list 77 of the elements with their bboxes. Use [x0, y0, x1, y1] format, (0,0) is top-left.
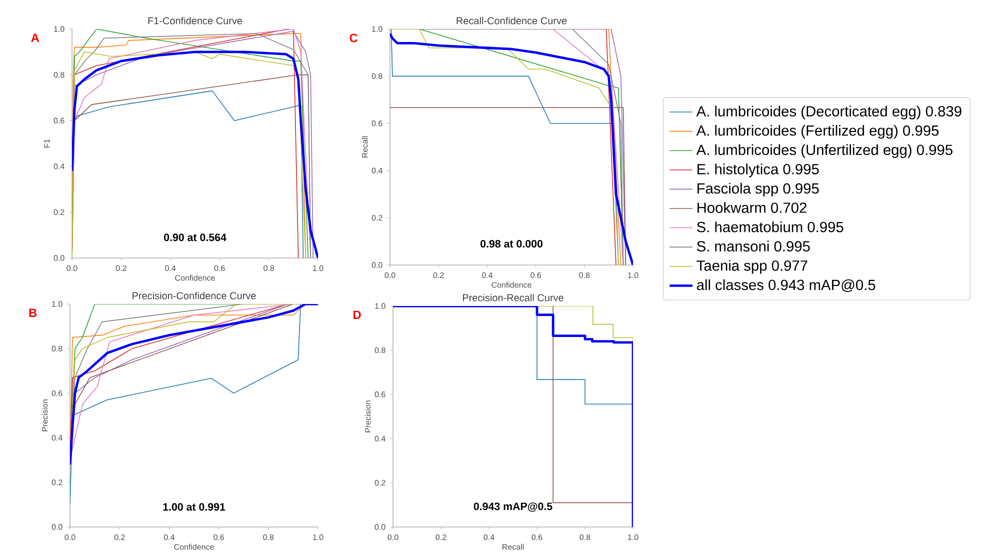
y-axis-title: Precision [364, 400, 371, 432]
y-axis-title: Recall [362, 136, 368, 158]
x-axis-title: Confidence [174, 544, 214, 550]
x-tick-label: 0.0 [388, 534, 398, 540]
annotation: 0.98 at 0.000 [480, 240, 542, 248]
text: B [29, 308, 37, 317]
legend-label: S. haematobium 0.995 [696, 221, 844, 232]
y-tick-label: 0.4 [372, 168, 382, 174]
x-tick-label: 0.8 [579, 272, 590, 278]
y-tick-label: 0.0 [54, 255, 64, 261]
legend-label: A. lumbricoides (Fertilized egg) 0.995 [696, 124, 939, 139]
chart-title: Recall-Confidence Curve [456, 16, 567, 24]
y-tick-label: 0.0 [52, 524, 62, 530]
x-tick-label: 0.2 [433, 272, 444, 278]
y-tick-label: 0.6 [372, 120, 382, 126]
y-tick-label: 0.8 [52, 346, 62, 352]
y-tick-label: 0.8 [372, 73, 382, 79]
y-tick-label: 0.4 [52, 434, 62, 441]
annotation: 0.943 mAP@0.5 [474, 502, 552, 512]
legend-label: E. histolytica 0.995 [698, 164, 819, 178]
x-tick-label: 0.6 [214, 534, 224, 540]
text: D [353, 310, 361, 319]
y-tick-label: 1.0 [372, 26, 382, 32]
x-tick-label: 0.6 [532, 534, 542, 540]
annotation: 0.90 at 0.564 [164, 234, 226, 242]
y-tick-label: 0.2 [52, 479, 62, 486]
y-tick-label: 0.2 [374, 480, 386, 486]
y-axis-title: F1 [44, 139, 50, 148]
legend-label: S. mansoni 0.995 [696, 240, 810, 252]
x-tick-label: 0.0 [64, 534, 76, 540]
y-tick-label: 0.2 [372, 214, 382, 221]
y-tick-label: 1.0 [52, 301, 62, 307]
x-tick-label: 0.8 [264, 265, 274, 271]
y-tick-label: 0.6 [52, 390, 62, 396]
x-axis-title: Recall [502, 544, 524, 550]
y-tick-label: 0.8 [374, 347, 386, 353]
y-tick-label: 0.2 [54, 209, 64, 215]
x-tick-label: 0.0 [66, 265, 78, 271]
x-tick-label: 1.0 [628, 272, 638, 278]
y-tick-label: 0.0 [374, 524, 386, 530]
chart-title: Precision-Confidence Curve [132, 292, 256, 300]
y-axis-title: Precision [42, 399, 48, 432]
x-tick-label: 0.2 [116, 265, 126, 271]
y-tick-label: 0.4 [374, 436, 386, 442]
x-tick-label: 1.0 [313, 265, 324, 271]
text: A [31, 34, 40, 42]
annotation: 1.00 at 0.991 [163, 503, 226, 511]
chart-title: Precision-Recall Curve [462, 294, 564, 302]
text: C [350, 34, 358, 42]
legend-label: A. lumbricoides (Decorticated egg) 0.839 [696, 106, 962, 120]
legend-label: Hookwarm 0.702 [698, 202, 806, 213]
x-axis-title: Confidence [492, 282, 532, 288]
x-tick-label: 1.0 [628, 534, 638, 540]
legend-label: Taenia spp 0.977 [696, 260, 808, 274]
x-tick-label: 0.2 [114, 534, 125, 540]
y-tick-label: 0.6 [54, 118, 64, 124]
x-tick-label: 1.0 [313, 534, 324, 540]
x-tick-label: 0.6 [214, 265, 225, 271]
x-tick-label: 0.6 [530, 272, 542, 278]
x-tick-label: 0.8 [580, 534, 590, 540]
x-tick-label: 0.4 [165, 265, 176, 271]
chart-title: F1-Confidence Curve [148, 16, 242, 24]
legend-label: all classes 0.943 mAP@0.5 [696, 279, 876, 292]
x-tick-label: 0.4 [484, 534, 494, 540]
y-tick-label: 0.8 [54, 72, 64, 78]
y-tick-label: 0.4 [54, 163, 64, 170]
y-tick-label: 1.0 [54, 26, 64, 32]
legend-label: Fasciola spp 0.995 [698, 182, 819, 196]
y-tick-label: 0.6 [374, 391, 386, 398]
x-tick-label: 0.4 [482, 272, 493, 278]
x-tick-label: 0.0 [384, 272, 396, 278]
x-axis-title: Confidence [175, 274, 215, 281]
x-tick-label: 0.4 [164, 534, 175, 540]
y-tick-label: 1.0 [375, 303, 386, 309]
x-tick-label: 0.8 [263, 534, 274, 540]
x-tick-label: 0.2 [436, 534, 446, 540]
legend-label: A. lumbricoides (Unfertilized egg) 0.995 [696, 144, 952, 158]
